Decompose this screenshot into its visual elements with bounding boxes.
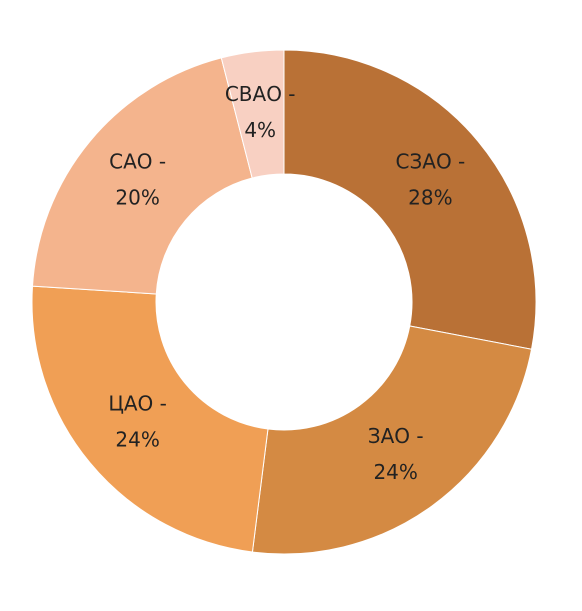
donut-slice — [31, 57, 253, 295]
slice-category-label: ЦАО - — [108, 392, 167, 416]
slice-value-label: 28% — [408, 185, 452, 209]
donut-slice — [283, 49, 537, 350]
slice-value-label: 20% — [115, 185, 159, 209]
slice-value-label: 24% — [115, 428, 159, 452]
slice-category-label: ЗАО - — [368, 424, 424, 448]
donut-slice — [220, 49, 285, 179]
slice-value-label: 4% — [244, 118, 276, 142]
donut-slice — [31, 285, 269, 553]
slice-category-label: СЗАО - — [395, 149, 465, 173]
slice-value-label: 24% — [373, 460, 417, 484]
slice-category-label: САО - — [109, 149, 166, 173]
slice-category-label: СВАО - — [225, 82, 296, 106]
donut-slice — [251, 325, 533, 555]
